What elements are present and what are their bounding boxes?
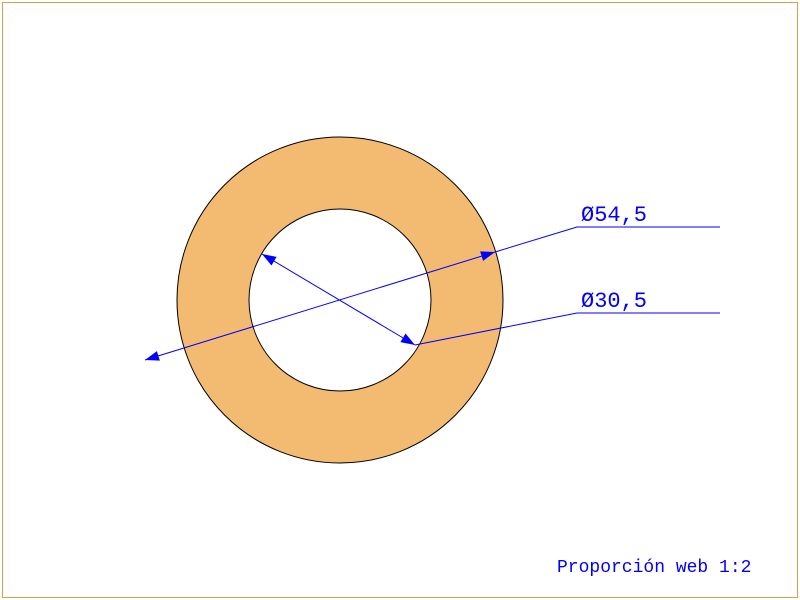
scale-footer: Proporción web 1:2 — [557, 558, 751, 578]
diagram-canvas: Ø54,5 Ø30,5 Proporción web 1:2 — [0, 0, 800, 600]
outer-diameter-label: Ø54,5 — [581, 203, 647, 228]
diagram-svg: Ø54,5 Ø30,5 — [0, 0, 800, 600]
inner-diameter-label: Ø30,5 — [581, 289, 647, 314]
